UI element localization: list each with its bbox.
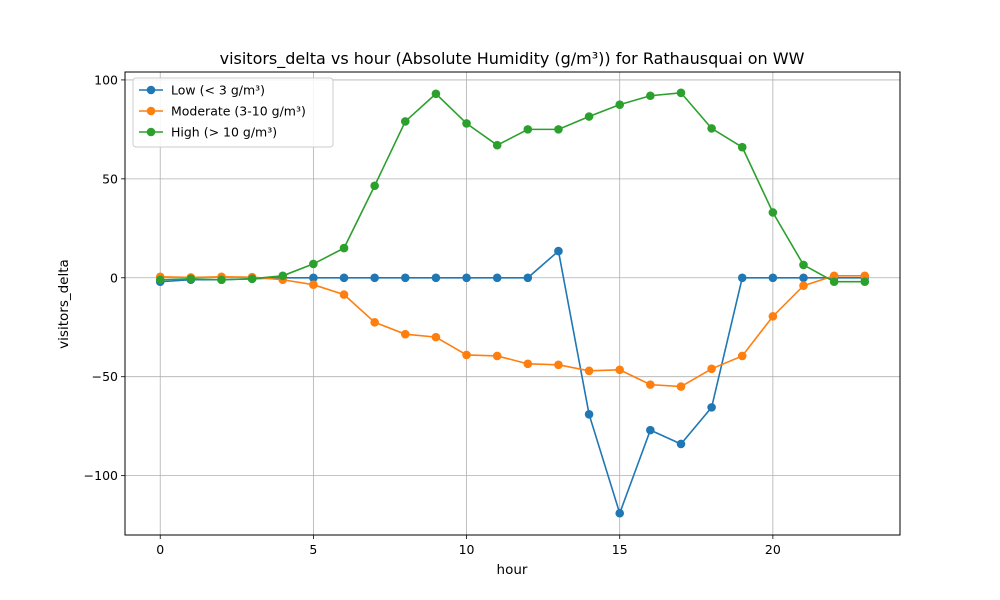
- legend-swatch-marker: [146, 127, 156, 137]
- x-tick-label: 10: [459, 542, 475, 557]
- data-point: [584, 366, 594, 376]
- data-point: [676, 382, 686, 391]
- data-point: [339, 273, 349, 283]
- data-point: [400, 273, 410, 283]
- data-point: [707, 124, 716, 133]
- y-axis-label: visitors_delta: [56, 259, 72, 349]
- x-tick-label: 5: [309, 542, 317, 557]
- data-point: [554, 360, 563, 370]
- data-point: [646, 425, 655, 435]
- data-point: [768, 312, 778, 321]
- legend: Low (< 3 g/m³) Moderate (3-10 g/m³) High (…: [132, 77, 334, 148]
- data-point: [768, 208, 778, 217]
- series-1: [155, 246, 870, 518]
- data-point: [799, 281, 808, 290]
- x-tick-label: 0: [156, 542, 164, 557]
- series-line: [160, 249, 865, 516]
- data-point: [462, 350, 471, 360]
- data-point: [400, 117, 410, 126]
- x-tick-label: 20: [765, 542, 781, 557]
- data-point: [860, 277, 870, 287]
- series-layer: [155, 88, 870, 518]
- data-point: [523, 273, 533, 283]
- y-tick-label: 50: [102, 171, 118, 186]
- y-tick-label: −50: [92, 369, 118, 384]
- data-point: [247, 274, 257, 284]
- data-point: [309, 273, 318, 283]
- data-point: [155, 275, 165, 285]
- chart-title: visitors_delta vs hour (Absolute Humidit…: [220, 49, 805, 69]
- legend-swatch-marker: [146, 106, 156, 116]
- data-point: [584, 410, 594, 419]
- data-point: [829, 277, 839, 287]
- data-point: [646, 380, 655, 389]
- data-point: [799, 260, 808, 270]
- data-point: [492, 140, 502, 150]
- data-point: [554, 125, 563, 134]
- plot-frame: [124, 71, 901, 536]
- legend-frame: [132, 77, 334, 148]
- x-tick-label: 15: [612, 542, 628, 557]
- data-point: [431, 273, 441, 283]
- series-3: [155, 88, 870, 287]
- data-point: [707, 364, 716, 374]
- data-point: [829, 271, 839, 281]
- data-point: [492, 273, 502, 283]
- data-point: [217, 275, 226, 285]
- data-point: [737, 142, 747, 152]
- y-tick-label: −100: [84, 468, 118, 483]
- legend-label: Low (< 3 g/m³): [171, 83, 265, 98]
- data-point: [615, 365, 625, 375]
- data-point: [768, 273, 778, 283]
- y-tick-label: 0: [110, 270, 118, 285]
- data-point: [676, 439, 686, 449]
- data-point: [646, 91, 655, 101]
- legend-label: Moderate (3-10 g/m³): [171, 104, 306, 119]
- data-point: [737, 273, 747, 283]
- data-point: [186, 274, 196, 284]
- data-point: [400, 329, 410, 339]
- data-point: [309, 280, 318, 290]
- data-point: [370, 273, 379, 283]
- data-point: [676, 88, 686, 98]
- data-point: [584, 112, 594, 121]
- data-point: [707, 403, 716, 412]
- data-point: [737, 351, 747, 361]
- data-point: [309, 259, 318, 269]
- x-axis-label: hour: [497, 562, 528, 578]
- data-point: [615, 100, 625, 109]
- y-tick-label: 100: [94, 72, 118, 87]
- data-point: [339, 290, 349, 299]
- legend-label: High (> 10 g/m³): [171, 125, 277, 140]
- data-point: [278, 271, 288, 281]
- data-point: [431, 89, 441, 99]
- data-point: [370, 181, 379, 191]
- tick-layer: 0 5 10 15 20 −100 −50 0 50 100: [84, 72, 781, 557]
- data-point: [799, 273, 808, 283]
- data-point: [860, 271, 870, 281]
- data-point: [370, 317, 379, 327]
- data-point: [492, 351, 502, 361]
- series-line: [160, 91, 865, 283]
- data-point: [462, 119, 471, 128]
- data-point: [554, 246, 563, 256]
- data-point: [462, 273, 471, 283]
- series-line: [160, 274, 865, 388]
- data-point: [339, 243, 349, 253]
- data-point: [523, 359, 533, 369]
- data-point: [431, 332, 441, 342]
- data-point: [523, 125, 533, 134]
- data-point: [615, 508, 625, 518]
- legend-swatch-marker: [146, 85, 156, 95]
